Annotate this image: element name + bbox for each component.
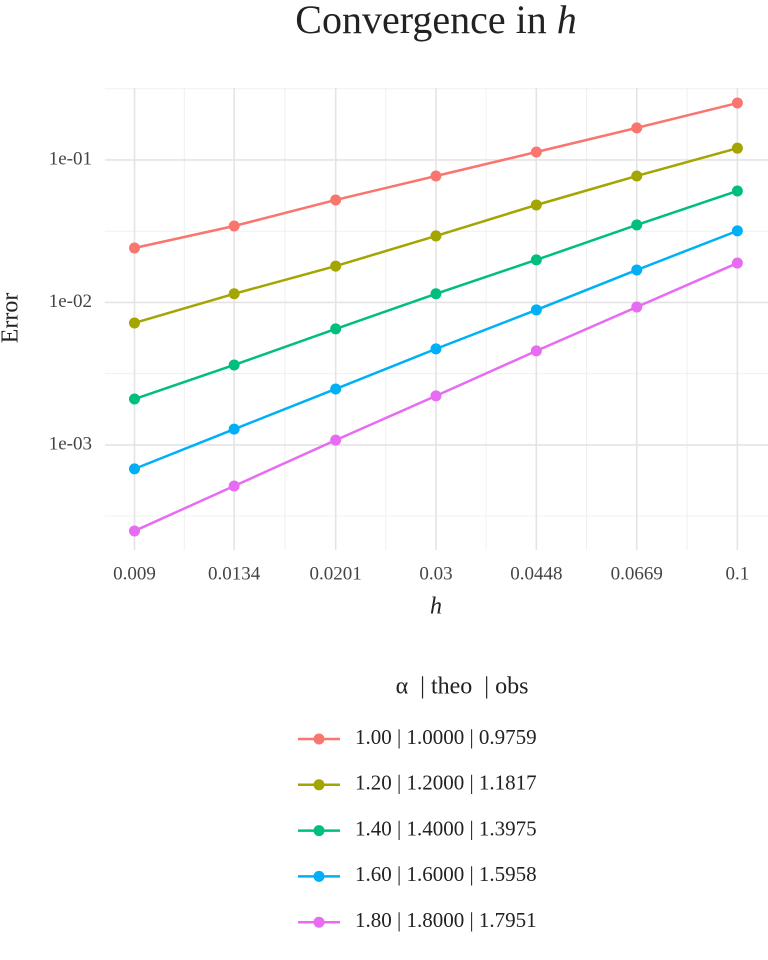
data-point	[228, 423, 240, 435]
data-point	[731, 185, 743, 197]
legend-label: 1.40 | 1.4000 | 1.3975	[355, 816, 537, 840]
x-tick-label: 0.1	[726, 563, 750, 584]
data-point	[631, 264, 643, 276]
data-point	[731, 225, 743, 237]
data-point	[530, 146, 542, 158]
data-point	[430, 343, 442, 355]
data-point	[731, 257, 743, 269]
data-point	[430, 390, 442, 402]
data-point	[530, 304, 542, 316]
legend-swatch-point	[313, 779, 325, 791]
legend-label: 1.00 | 1.0000 | 0.9759	[355, 725, 537, 749]
y-tick-label: 1e-01	[49, 148, 92, 169]
data-point	[128, 393, 140, 405]
legend-label: 1.60 | 1.6000 | 1.5958	[355, 862, 537, 886]
data-point	[128, 525, 140, 537]
data-point	[430, 288, 442, 300]
data-point	[430, 230, 442, 242]
legend-swatch-point	[313, 916, 325, 928]
legend-swatch-point	[313, 733, 325, 745]
data-point	[530, 199, 542, 211]
data-point	[430, 170, 442, 182]
chart-title: Convergence in h	[295, 0, 576, 42]
data-point	[330, 260, 342, 272]
data-point	[731, 97, 743, 109]
data-point	[228, 220, 240, 232]
legend-label: 1.20 | 1.2000 | 1.1817	[355, 771, 537, 795]
data-point	[128, 317, 140, 329]
x-tick-label: 0.0201	[310, 563, 362, 584]
grid	[105, 88, 768, 550]
data-point	[330, 194, 342, 206]
data-point	[631, 219, 643, 231]
y-axis-label: Error	[0, 293, 24, 344]
legend-title: α | theo | obs	[396, 674, 529, 700]
data-point	[530, 254, 542, 266]
legend-label: 1.80 | 1.8000 | 1.7951	[355, 908, 537, 932]
data-point	[228, 480, 240, 492]
data-point	[330, 383, 342, 395]
data-point	[228, 288, 240, 300]
x-tick-label: 0.03	[419, 563, 452, 584]
y-tick-label: 1e-02	[49, 291, 92, 312]
legend-swatch-point	[313, 870, 325, 882]
data-point	[631, 301, 643, 313]
x-tick-label: 0.0448	[510, 563, 562, 584]
data-point	[731, 142, 743, 154]
x-tick-label: 0.0134	[208, 563, 261, 584]
legend-swatch-point	[313, 825, 325, 837]
data-point	[330, 323, 342, 335]
data-point	[530, 345, 542, 357]
data-point	[631, 170, 643, 182]
y-tick-label: 1e-03	[49, 433, 92, 454]
data-point	[128, 463, 140, 475]
x-tick-label: 0.0669	[611, 563, 663, 584]
x-axis-label: h	[430, 594, 442, 620]
data-point	[631, 122, 643, 134]
data-point	[330, 434, 342, 446]
data-point	[228, 359, 240, 371]
x-tick-label: 0.009	[113, 563, 156, 584]
data-point	[128, 242, 140, 254]
